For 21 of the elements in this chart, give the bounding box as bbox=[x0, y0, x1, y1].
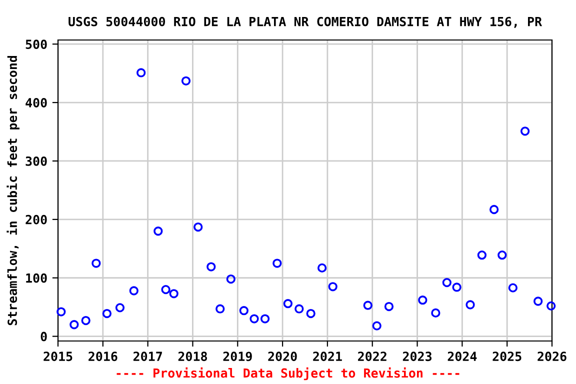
x-tick-label: 2023 bbox=[402, 352, 432, 362]
x-tick-label: 2021 bbox=[313, 352, 342, 362]
x-tick-label: 2019 bbox=[223, 352, 252, 362]
x-tick-label: 2024 bbox=[448, 352, 477, 362]
y-tick-label: 500 bbox=[26, 40, 47, 50]
x-tick-label: 2016 bbox=[88, 352, 118, 362]
y-tick-label: 200 bbox=[26, 214, 47, 224]
y-tick-label: 0 bbox=[40, 332, 47, 342]
x-tick-label: 2017 bbox=[133, 352, 162, 362]
x-tick-label: 2025 bbox=[492, 352, 522, 362]
x-tick-label: 2022 bbox=[358, 352, 386, 362]
y-tick-label: 300 bbox=[26, 156, 47, 166]
x-tick-label: 2015 bbox=[44, 352, 72, 362]
y-tick-label: 100 bbox=[26, 273, 47, 283]
y-axis-title: Streamflow, in cubic feet per second bbox=[6, 56, 20, 326]
chart-title: USGS 50044000 RIO DE LA PLATA NR COMERIO DAMSITE AT HWY 156, PR bbox=[68, 16, 542, 28]
text: ---- Provisional Data Subject to Revision ---- bbox=[116, 367, 460, 380]
x-tick-label: 2020 bbox=[268, 352, 297, 362]
x-tick-label: 2018 bbox=[178, 352, 207, 362]
x-tick-label: 2026 bbox=[538, 352, 566, 362]
y-tick-label: 400 bbox=[26, 98, 47, 108]
